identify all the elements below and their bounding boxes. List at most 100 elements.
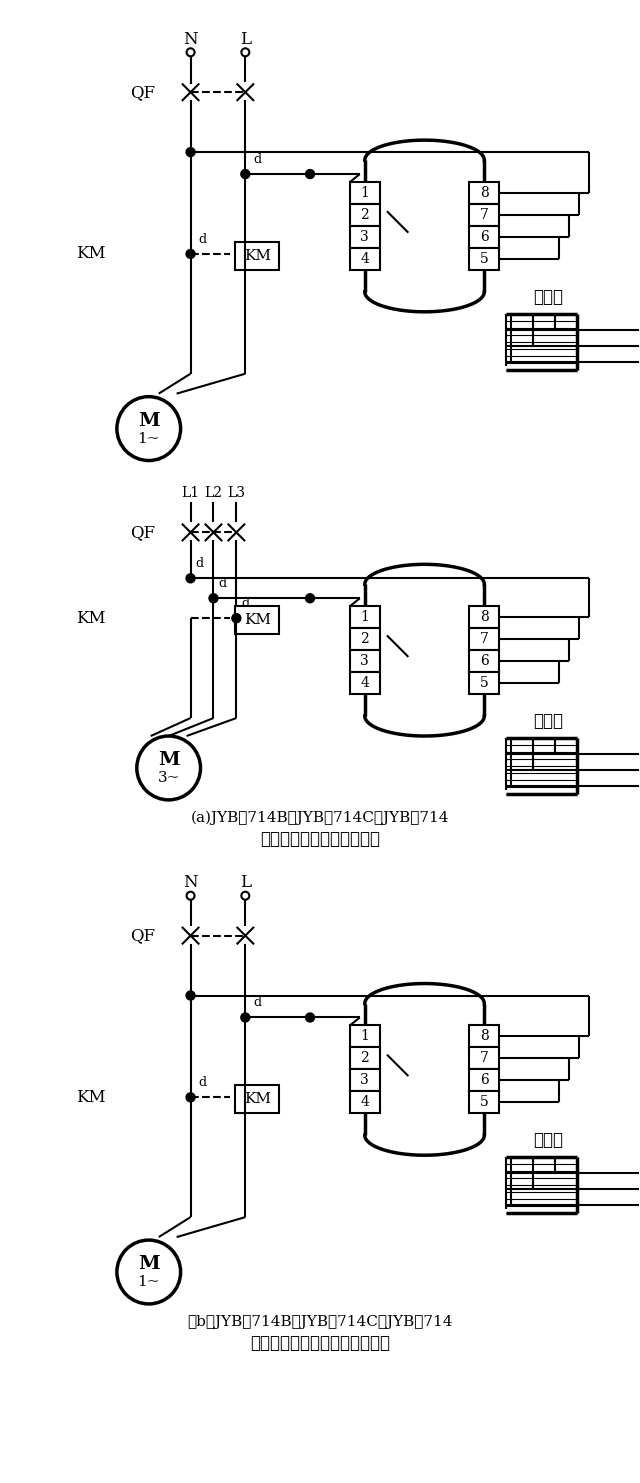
- Circle shape: [241, 891, 250, 900]
- Text: 1~: 1~: [138, 432, 160, 445]
- Bar: [469, 182, 499, 205]
- Circle shape: [117, 396, 180, 461]
- Text: （b）JYB－714B、JYB－714C、JYB－714: （b）JYB－714B、JYB－714C、JYB－714: [188, 1315, 452, 1329]
- Circle shape: [305, 593, 314, 602]
- Text: 4: 4: [360, 252, 369, 265]
- Circle shape: [186, 1093, 195, 1102]
- Text: 8: 8: [480, 185, 489, 200]
- Bar: [350, 607, 380, 629]
- Text: 8: 8: [480, 1029, 489, 1044]
- Text: 3: 3: [360, 1074, 369, 1087]
- Text: 7: 7: [480, 208, 489, 222]
- Text: 高中低: 高中低: [533, 289, 563, 305]
- Text: d: d: [253, 153, 261, 166]
- Text: d: d: [198, 233, 207, 246]
- Text: d: d: [196, 558, 204, 571]
- Text: 1: 1: [360, 1029, 369, 1044]
- Circle shape: [232, 614, 241, 623]
- Text: KM: KM: [244, 249, 271, 262]
- Text: 高中低: 高中低: [533, 1132, 563, 1149]
- Bar: [469, 225, 499, 248]
- Bar: [350, 1047, 380, 1069]
- Text: 5: 5: [480, 676, 489, 690]
- Text: 5: 5: [480, 1096, 489, 1109]
- Bar: [350, 248, 380, 270]
- Text: KM: KM: [76, 245, 106, 262]
- Bar: [469, 1025, 499, 1047]
- Text: 1: 1: [360, 185, 369, 200]
- Text: d: d: [218, 577, 227, 590]
- Text: 6: 6: [480, 230, 489, 243]
- Bar: [350, 1025, 380, 1047]
- Text: 3: 3: [360, 230, 369, 243]
- Text: M: M: [158, 750, 179, 770]
- Bar: [469, 248, 499, 270]
- Circle shape: [241, 1013, 250, 1022]
- Circle shape: [187, 891, 195, 900]
- Bar: [350, 1069, 380, 1091]
- Text: L2: L2: [204, 486, 223, 500]
- Text: QF: QF: [131, 523, 156, 541]
- Bar: [350, 1091, 380, 1114]
- Text: 2: 2: [360, 208, 369, 222]
- Text: 3: 3: [360, 654, 369, 669]
- Text: 1~: 1~: [138, 1275, 160, 1289]
- Bar: [236, 607, 279, 635]
- Text: 1: 1: [360, 610, 369, 624]
- Bar: [350, 205, 380, 225]
- Text: d: d: [198, 1077, 207, 1090]
- Text: L: L: [240, 31, 251, 47]
- Text: 7: 7: [480, 1051, 489, 1065]
- Text: KM: KM: [76, 610, 106, 627]
- Text: 3~: 3~: [157, 771, 180, 785]
- Text: 液位继电器供水方式接线图: 液位继电器供水方式接线图: [260, 832, 380, 848]
- Circle shape: [305, 169, 314, 178]
- Circle shape: [209, 593, 218, 602]
- Bar: [350, 650, 380, 672]
- Circle shape: [137, 736, 200, 799]
- Text: 6: 6: [480, 1074, 489, 1087]
- Text: L3: L3: [227, 486, 245, 500]
- Bar: [469, 205, 499, 225]
- Text: L1: L1: [182, 486, 200, 500]
- Text: 2: 2: [360, 1051, 369, 1065]
- Text: KM: KM: [244, 1093, 271, 1106]
- Text: 高中低: 高中低: [533, 713, 563, 730]
- Bar: [469, 607, 499, 629]
- Bar: [350, 225, 380, 248]
- Circle shape: [305, 1013, 314, 1022]
- Bar: [236, 1086, 279, 1114]
- Bar: [469, 1069, 499, 1091]
- Text: M: M: [138, 412, 159, 430]
- Circle shape: [186, 991, 195, 1000]
- Bar: [469, 1091, 499, 1114]
- Bar: [469, 650, 499, 672]
- Circle shape: [186, 148, 195, 157]
- Text: d: d: [241, 598, 250, 610]
- Bar: [469, 629, 499, 650]
- Bar: [469, 672, 499, 694]
- Text: 2: 2: [360, 632, 369, 647]
- Bar: [469, 1047, 499, 1069]
- Circle shape: [186, 249, 195, 258]
- Text: QF: QF: [131, 83, 156, 101]
- Text: 5: 5: [480, 252, 489, 265]
- Text: N: N: [183, 31, 198, 47]
- Circle shape: [241, 169, 250, 178]
- Bar: [350, 182, 380, 205]
- Circle shape: [117, 1240, 180, 1304]
- Text: QF: QF: [131, 927, 156, 945]
- Text: KM: KM: [244, 614, 271, 627]
- Circle shape: [241, 49, 250, 56]
- Text: M: M: [138, 1255, 159, 1272]
- Text: d: d: [253, 997, 261, 1010]
- Text: 4: 4: [360, 676, 369, 690]
- Text: N: N: [183, 875, 198, 891]
- Bar: [350, 672, 380, 694]
- Text: 液位继电器排水方式接线图乃。: 液位继电器排水方式接线图乃。: [250, 1335, 390, 1352]
- Bar: [236, 242, 279, 270]
- Text: L: L: [240, 875, 251, 891]
- Bar: [350, 629, 380, 650]
- Text: 6: 6: [480, 654, 489, 669]
- Circle shape: [186, 574, 195, 583]
